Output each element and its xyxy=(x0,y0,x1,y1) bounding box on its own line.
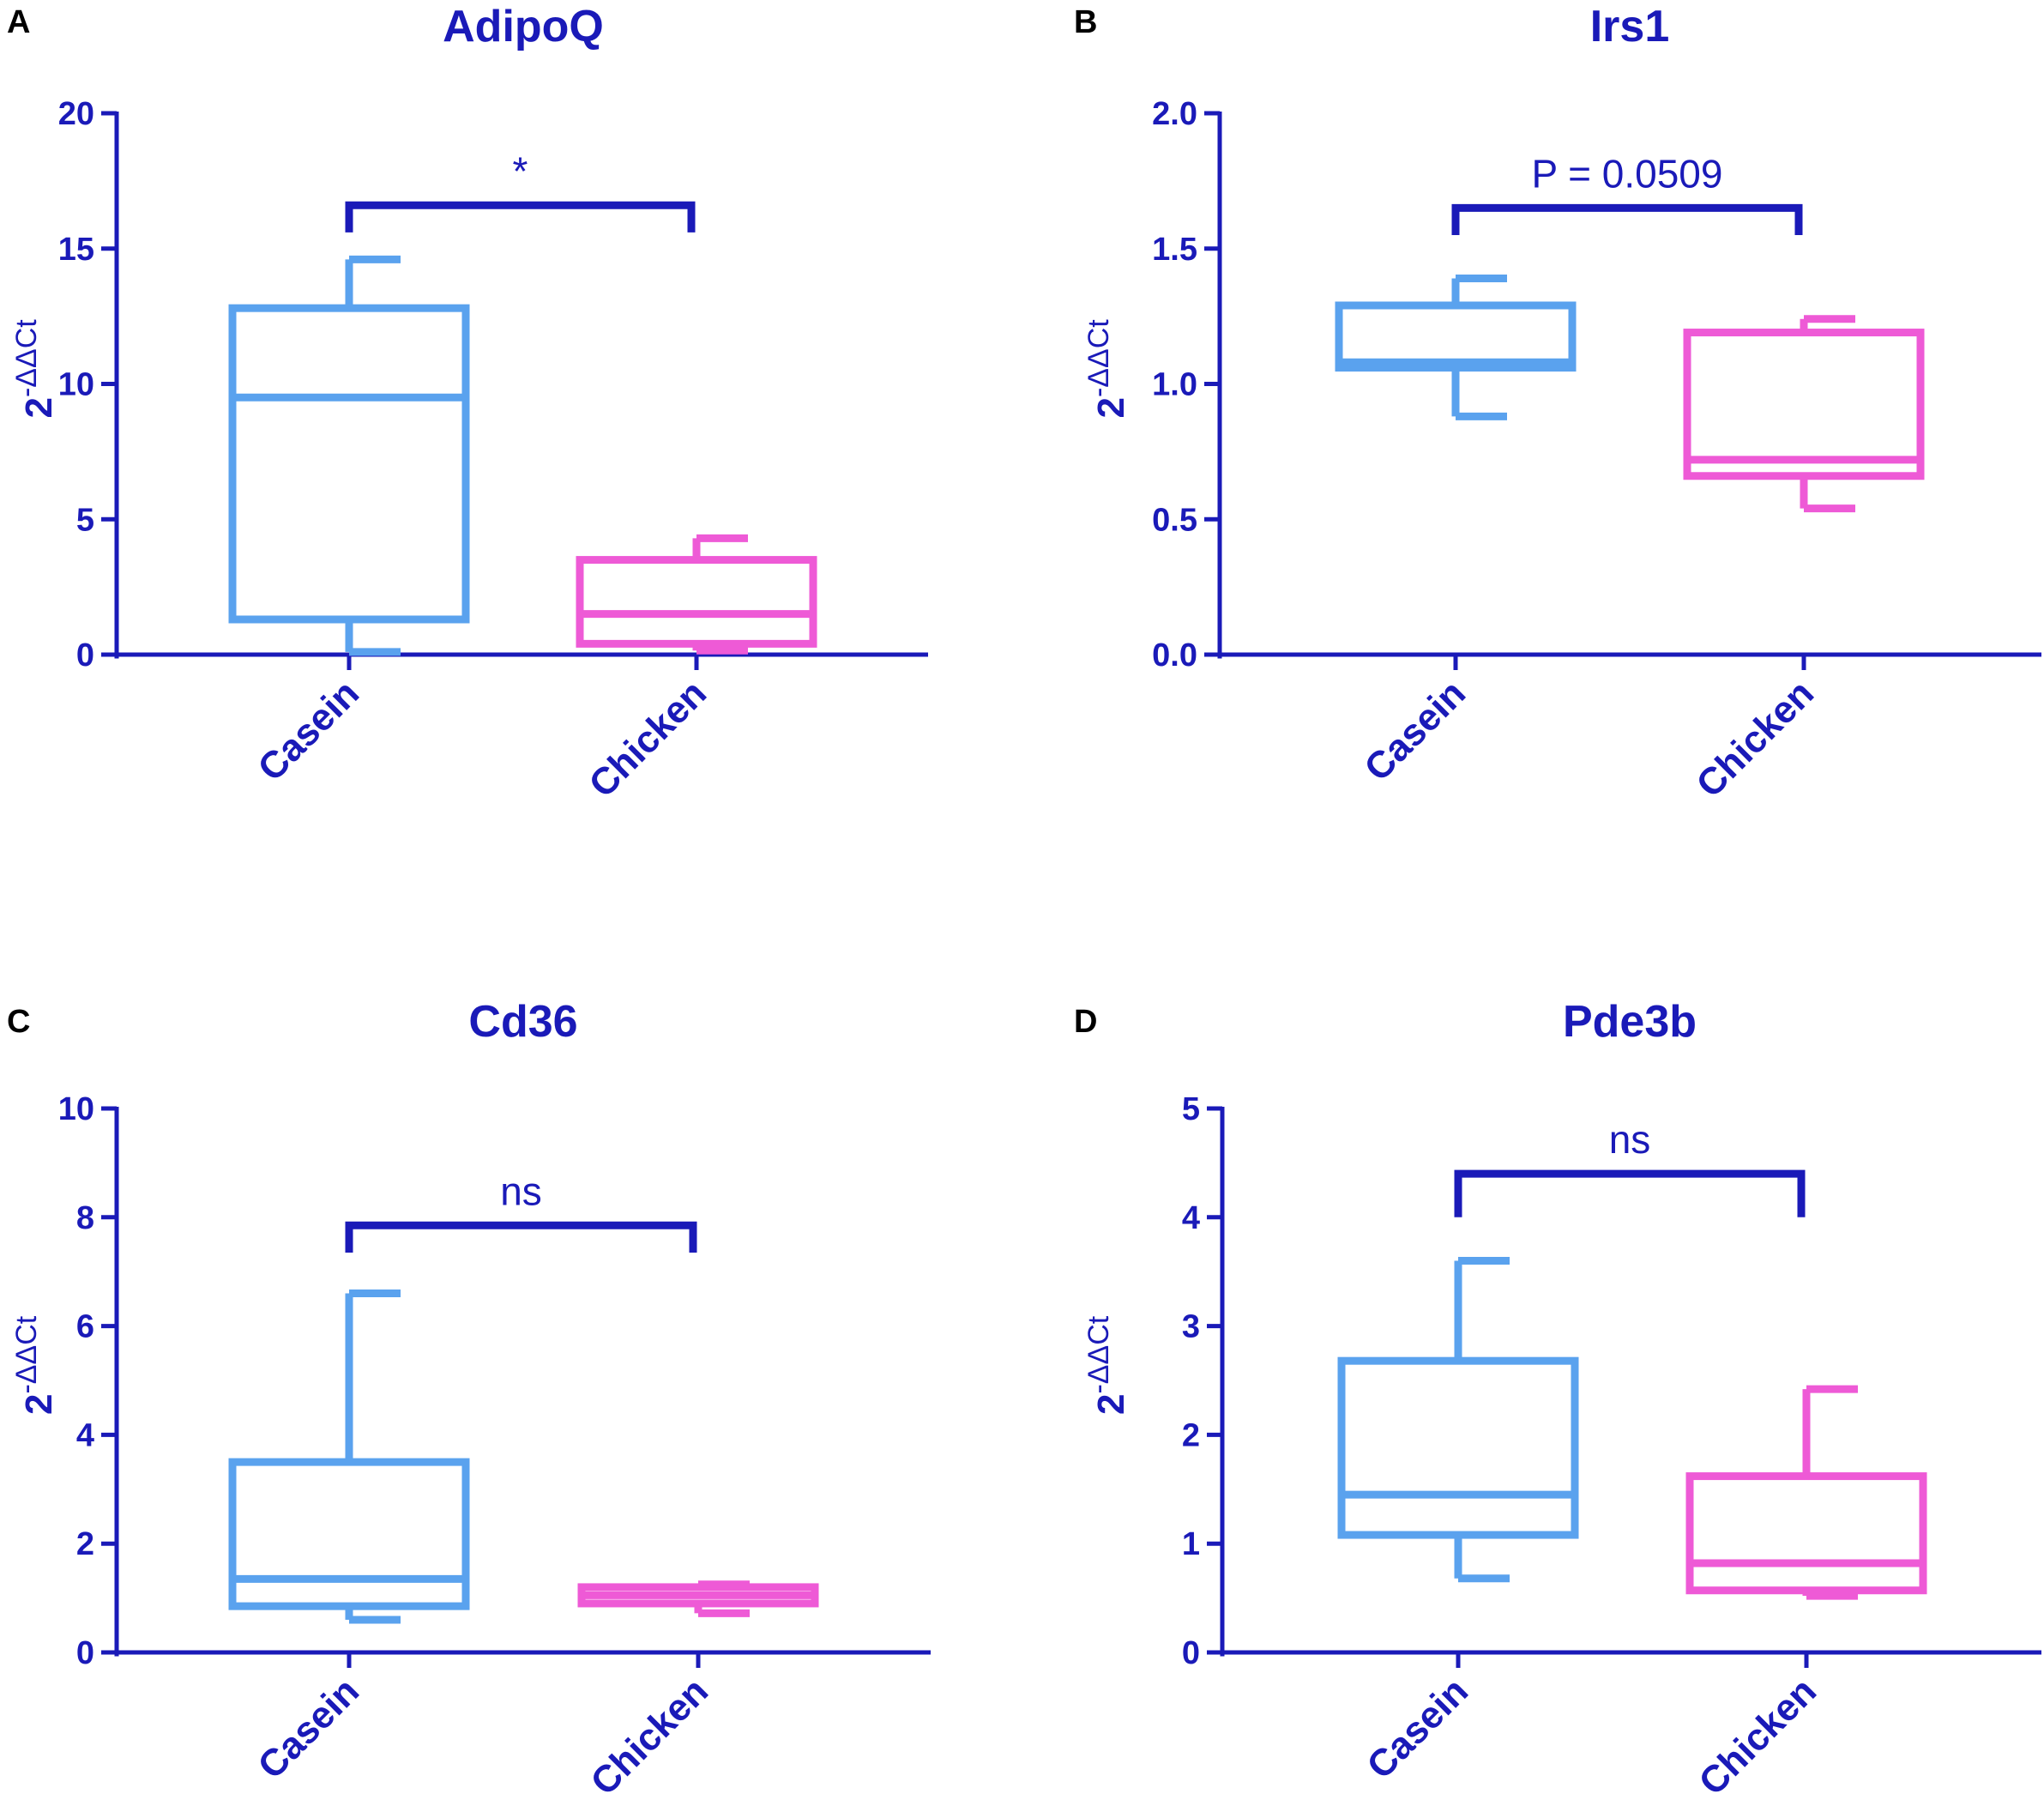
panel-letter: B xyxy=(1074,4,1097,40)
box-casein xyxy=(1335,274,1577,420)
box-casein xyxy=(1337,1257,1579,1583)
x-category-label: Chicken xyxy=(1688,672,1822,806)
y-axis-label-base: 2 xyxy=(18,397,60,418)
y-tick-label: 1 xyxy=(1182,1526,1200,1562)
significance-label: * xyxy=(513,148,528,193)
chart-title: Cd36 xyxy=(468,997,577,1047)
chart-title: Pde3b xyxy=(1563,997,1697,1047)
x-category-label: Casein xyxy=(250,672,367,789)
y-tick-label: 4 xyxy=(1182,1200,1200,1236)
y-axis-label-base: 2 xyxy=(1090,1394,1132,1415)
x-category-label: Casein xyxy=(1359,1670,1476,1787)
panel-letter: C xyxy=(7,1004,30,1040)
y-tick-label: 0 xyxy=(1182,1635,1200,1671)
y-axis-label: 2-ΔΔCt xyxy=(1082,319,1132,419)
x-category-label: Chicken xyxy=(581,672,714,806)
iqr-box xyxy=(1685,1472,1927,1595)
y-tick-label: 0.0 xyxy=(1152,637,1197,673)
iqr-box xyxy=(576,556,817,648)
significance-bracket xyxy=(345,1221,697,1253)
y-tick-label: 5 xyxy=(76,502,94,538)
y-axis-label-exponent: -ΔΔCt xyxy=(1082,1315,1115,1393)
y-tick-label: 20 xyxy=(58,96,94,132)
panel-a: A AdipoQ 0 5 10 15 20 2-ΔΔCt Casein Chicken * xyxy=(7,2,928,806)
y-tick-label: 8 xyxy=(76,1200,94,1236)
box-chicken xyxy=(577,1580,819,1617)
y-tick-label: 0 xyxy=(76,1635,94,1671)
x-category-label: Casein xyxy=(250,1670,367,1787)
y-tick-label: 4 xyxy=(76,1417,94,1453)
y-axis-label-base: 2 xyxy=(1090,397,1132,418)
panel-letter: A xyxy=(7,4,30,40)
iqr-box xyxy=(1337,1356,1579,1539)
box-chicken xyxy=(1685,1385,1927,1600)
iqr-box xyxy=(228,1458,470,1610)
x-category-label: Chicken xyxy=(582,1670,716,1803)
box-chicken xyxy=(1683,315,1925,513)
y-axis-label: 2-ΔΔCt xyxy=(10,1315,60,1415)
significance-bracket xyxy=(1451,203,1803,235)
box-casein xyxy=(228,255,470,656)
iqr-box xyxy=(228,304,470,624)
y-tick-label: 10 xyxy=(58,1091,94,1127)
y-axis-label-exponent: -ΔΔCt xyxy=(1082,319,1115,397)
panel-b: B Irs1 0.0 0.5 1.0 1.5 2.0 2-ΔΔCt Casein Chicken P… xyxy=(1074,2,2041,806)
iqr-box xyxy=(1683,329,1925,480)
y-tick-label: 5 xyxy=(1182,1091,1200,1127)
significance-bracket xyxy=(1454,1169,1806,1217)
y-tick-label: 0 xyxy=(76,637,94,673)
y-tick-label: 15 xyxy=(58,232,94,268)
y-tick-label: 0.5 xyxy=(1152,502,1197,538)
significance-bracket xyxy=(345,201,696,233)
y-axis-label-exponent: -ΔΔCt xyxy=(10,319,43,397)
panel-letter: D xyxy=(1074,1004,1097,1040)
y-tick-label: 10 xyxy=(58,367,94,403)
significance-label: ns xyxy=(1609,1117,1651,1162)
chart-title: Irs1 xyxy=(1590,2,1670,51)
box-casein xyxy=(228,1290,470,1624)
y-tick-label: 6 xyxy=(76,1309,94,1345)
y-tick-label: 2 xyxy=(76,1526,94,1562)
y-axis-label: 2-ΔΔCt xyxy=(10,319,60,419)
x-category-label: Casein xyxy=(1356,672,1474,789)
y-tick-label: 3 xyxy=(1182,1309,1200,1345)
y-axis-label-base: 2 xyxy=(18,1394,60,1415)
chart-title: AdipoQ xyxy=(443,2,604,51)
y-axis-label: 2-ΔΔCt xyxy=(1082,1315,1132,1415)
significance-label: ns xyxy=(500,1169,542,1213)
iqr-box xyxy=(1335,301,1577,372)
y-tick-label: 1.5 xyxy=(1152,232,1197,268)
box-chicken xyxy=(576,534,817,655)
y-axis-label-exponent: -ΔΔCt xyxy=(10,1315,43,1393)
y-tick-label: 2 xyxy=(1182,1417,1200,1453)
significance-label: P = 0.0509 xyxy=(1532,151,1723,196)
x-category-label: Chicken xyxy=(1691,1670,1824,1803)
y-tick-label: 1.0 xyxy=(1152,367,1197,403)
y-tick-label: 2.0 xyxy=(1152,96,1197,132)
